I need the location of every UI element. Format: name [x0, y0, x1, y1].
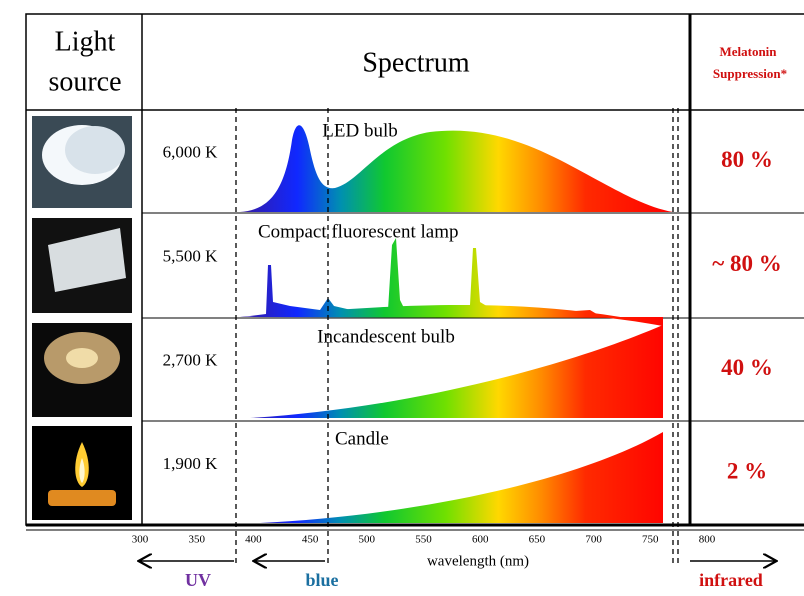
header-melatonin-line2: Suppression*: [713, 66, 787, 81]
axis-tick-label: 400: [245, 534, 262, 546]
photos: [32, 116, 132, 520]
suppression-value: 2 %: [727, 458, 767, 483]
spectra: [240, 125, 673, 523]
axis-tick-label: 500: [359, 534, 376, 546]
page: Light source Spectrum Melatonin Suppress…: [0, 0, 804, 596]
infrared-label: infrared: [699, 570, 763, 590]
color-temperature: 2,700 K: [163, 350, 219, 369]
axis-tick-label: 750: [642, 534, 659, 546]
axis-tick-label: 650: [529, 534, 546, 546]
axis-tick-label: 800: [699, 534, 716, 546]
axis-tick-label: 450: [302, 534, 319, 546]
source-label: Candle: [335, 428, 389, 449]
header-melatonin-line1: Melatonin: [719, 44, 777, 59]
cfl-spectrum: [250, 238, 600, 316]
axis-label: wavelength (nm): [427, 553, 529, 569]
header-source-line2: source: [48, 66, 121, 97]
led-spectrum: [240, 125, 673, 212]
blue-label: blue: [305, 570, 338, 590]
header-source-line1: Light: [55, 26, 116, 57]
axis-tick-label: 550: [415, 534, 432, 546]
suppression-value: 80 %: [721, 147, 773, 172]
color-temperature: 1,900 K: [163, 454, 219, 473]
axis-tick-label: 600: [472, 534, 489, 546]
suppression-value: 40 %: [721, 355, 773, 380]
color-temperature: 6,000 K: [163, 142, 219, 161]
source-label: Compact fluorescent lamp: [258, 221, 459, 242]
header-spectrum: Spectrum: [362, 47, 470, 78]
incandescent: [250, 325, 663, 418]
source-label: LED bulb: [322, 120, 397, 141]
figure: Light source Spectrum Melatonin Suppress…: [0, 0, 804, 596]
axis-tick-label: 350: [188, 534, 205, 546]
axis-tick-label: 300: [132, 534, 149, 546]
candle-spectrum: [260, 432, 663, 523]
uv-label: UV: [185, 570, 211, 590]
table-frame: [26, 14, 804, 530]
axis-tick-label: 700: [585, 534, 602, 546]
suppression-value: ~ 80 %: [712, 251, 781, 276]
source-label: Incandescent bulb: [317, 326, 455, 347]
color-temperature: 5,500 K: [163, 246, 219, 265]
